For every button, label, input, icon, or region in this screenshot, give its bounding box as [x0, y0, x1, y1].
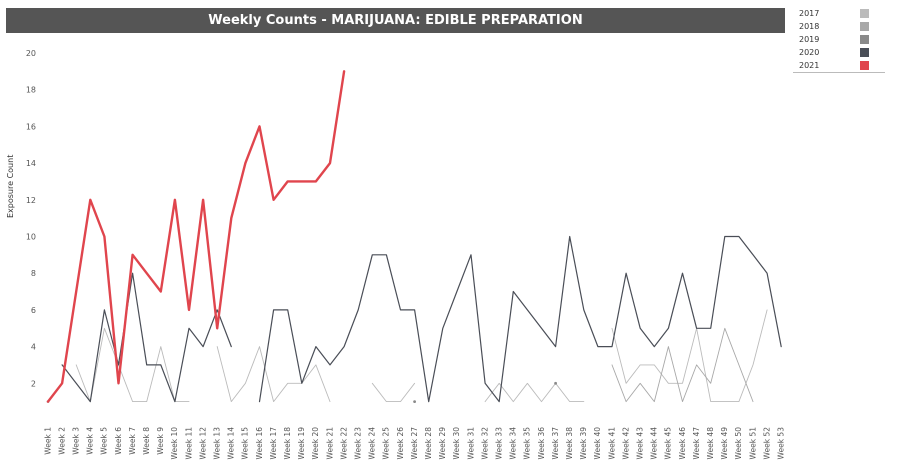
- legend-item-2021[interactable]: 2021: [793, 59, 885, 72]
- y-tick-label: 20: [26, 49, 36, 58]
- x-tick-label: Week 5: [100, 427, 109, 455]
- legend-item-2019[interactable]: 2019: [793, 33, 885, 46]
- x-tick-label: Week 52: [762, 427, 771, 460]
- x-tick-label: Week 43: [635, 427, 644, 460]
- legend-label: 2017: [799, 9, 820, 18]
- y-axis-label: Exposure Count: [6, 154, 15, 218]
- x-tick-label: Week 16: [255, 427, 264, 460]
- y-tick-label: 16: [26, 122, 36, 131]
- x-tick-label: Week 29: [438, 427, 447, 460]
- series-2017-line: [216, 346, 331, 403]
- x-tick-label: Week 40: [593, 427, 602, 460]
- x-tick-label: Week 8: [142, 427, 151, 455]
- y-tick-label: 12: [26, 196, 36, 205]
- legend-swatch: [860, 48, 869, 57]
- series-2019-point: [413, 400, 416, 404]
- legend-swatch: [860, 35, 869, 44]
- x-tick-label: Week 20: [311, 427, 320, 460]
- x-tick-label: Week 51: [748, 427, 757, 460]
- legend-label: 2018: [799, 22, 820, 31]
- x-tick-label: Week 34: [509, 427, 518, 460]
- x-tick-label: Week 26: [396, 427, 405, 460]
- x-tick-label: Week 3: [71, 427, 80, 455]
- x-tick-label: Week 36: [537, 427, 546, 460]
- x-tick-label: Week 39: [579, 427, 588, 460]
- legend-item-2018[interactable]: 2018: [793, 20, 885, 33]
- x-tick-label: Week 9: [156, 427, 165, 455]
- x-tick-label: Week 25: [382, 427, 391, 460]
- x-tick-label: Week 19: [297, 427, 306, 460]
- x-tick-label: Week 33: [494, 427, 503, 460]
- x-tick-label: Week 32: [480, 427, 489, 460]
- series-2017-line: [371, 382, 416, 403]
- chart-title: Weekly Counts - MARIJUANA: EDIBLE PREPAR…: [6, 8, 785, 33]
- series-2017-line: [611, 309, 768, 403]
- legend-label: 2019: [799, 35, 820, 44]
- x-tick-label: Week 22: [339, 427, 348, 460]
- x-tick-label: Week 44: [650, 427, 659, 460]
- x-tick-label: Week 14: [227, 427, 236, 460]
- x-tick-label: Week 12: [198, 427, 207, 460]
- x-tick-label: Week 47: [692, 427, 701, 460]
- x-tick-label: Week 17: [269, 427, 278, 460]
- x-tick-label: Week 37: [551, 427, 560, 460]
- x-tick-label: Week 49: [720, 427, 729, 460]
- x-tick-label: Week 42: [621, 427, 630, 460]
- x-tick-label: Week 2: [57, 427, 66, 455]
- x-tick-label: Week 4: [86, 427, 95, 455]
- legend-label: 2021: [799, 61, 820, 70]
- x-tick-label: Week 50: [734, 427, 743, 460]
- x-tick-label: Week 7: [128, 427, 137, 455]
- x-tick-label: Week 21: [325, 427, 334, 460]
- x-tick-label: Week 30: [452, 427, 461, 460]
- y-tick-label: 6: [31, 306, 36, 315]
- legend-swatch: [860, 9, 869, 18]
- x-tick-label: Week 18: [283, 427, 292, 460]
- x-tick-label: Week 31: [466, 427, 475, 460]
- legend-label: 2020: [799, 48, 820, 57]
- x-tick-label: Week 24: [368, 427, 377, 460]
- y-tick-label: 18: [26, 86, 36, 95]
- series-2021-line: [46, 70, 346, 403]
- x-tick-label: Week 35: [523, 427, 532, 460]
- y-tick-label: 14: [26, 159, 36, 168]
- y-tick-label: 4: [31, 343, 36, 352]
- legend-item-2017[interactable]: 2017: [793, 7, 885, 20]
- y-tick-label: 2: [31, 379, 36, 388]
- series-2019-point: [554, 381, 557, 385]
- legend-swatch: [860, 22, 869, 31]
- x-tick-label: Week 48: [706, 427, 715, 460]
- y-tick-label: 10: [26, 233, 36, 242]
- x-tick-label: Week 13: [212, 427, 221, 460]
- x-tick-label: Week 46: [678, 427, 687, 460]
- y-tick-label: 8: [31, 269, 36, 278]
- x-tick-label: Week 41: [607, 427, 616, 460]
- series-2018-line: [611, 327, 754, 403]
- series-2017-line: [75, 327, 190, 403]
- x-tick-label: Week 6: [114, 427, 123, 455]
- x-tick-label: Week 38: [565, 427, 574, 460]
- series-2020-line: [258, 235, 782, 403]
- x-tick-label: Week 15: [241, 427, 250, 460]
- x-tick-label: Week 28: [424, 427, 433, 460]
- x-tick-label: Week 53: [776, 427, 785, 460]
- x-tick-label: Week 11: [184, 427, 193, 460]
- x-tick-label: Week 1: [43, 427, 52, 455]
- legend-swatch: [860, 61, 869, 70]
- x-tick-label: Week 23: [353, 427, 362, 460]
- x-tick-label: Week 27: [410, 427, 419, 460]
- x-tick-label: Week 10: [170, 427, 179, 460]
- series-2020-line: [61, 272, 232, 403]
- legend-item-2020[interactable]: 2020: [793, 46, 885, 59]
- x-tick-label: Week 45: [664, 427, 673, 460]
- legend: 2017 2018 2019 2020 2021: [793, 7, 885, 73]
